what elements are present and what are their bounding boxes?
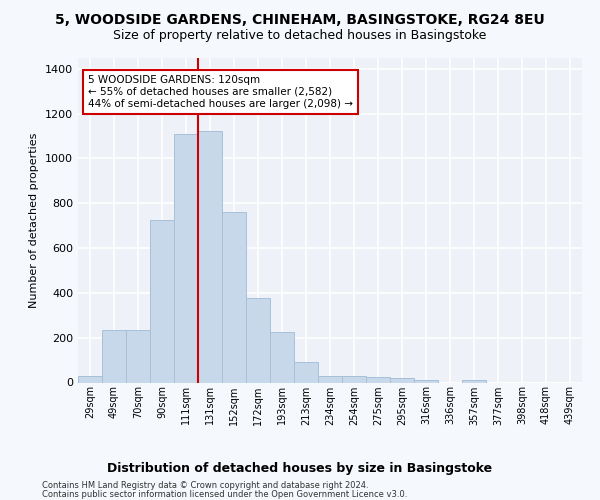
Bar [150,220,174,382]
Text: 5, WOODSIDE GARDENS, CHINEHAM, BASINGSTOKE, RG24 8EU: 5, WOODSIDE GARDENS, CHINEHAM, BASINGSTO… [55,12,545,26]
Bar [126,330,150,382]
Bar [342,376,366,382]
Bar [390,378,414,382]
Text: Distribution of detached houses by size in Basingstoke: Distribution of detached houses by size … [107,462,493,475]
Bar [366,377,390,382]
Text: Contains HM Land Registry data © Crown copyright and database right 2024.: Contains HM Land Registry data © Crown c… [42,481,368,490]
Text: 5 WOODSIDE GARDENS: 120sqm
← 55% of detached houses are smaller (2,582)
44% of s: 5 WOODSIDE GARDENS: 120sqm ← 55% of deta… [88,76,353,108]
Text: Contains public sector information licensed under the Open Government Licence v3: Contains public sector information licen… [42,490,407,499]
Bar [270,332,294,382]
Bar [246,298,270,382]
Bar [174,134,198,382]
Bar [462,380,486,382]
Bar [222,212,246,382]
Bar [318,376,342,382]
Bar [414,380,438,382]
Bar [102,330,126,382]
Text: Size of property relative to detached houses in Basingstoke: Size of property relative to detached ho… [113,29,487,42]
Bar [198,132,222,382]
Bar [78,376,102,382]
Y-axis label: Number of detached properties: Number of detached properties [29,132,40,308]
Bar [294,362,318,382]
